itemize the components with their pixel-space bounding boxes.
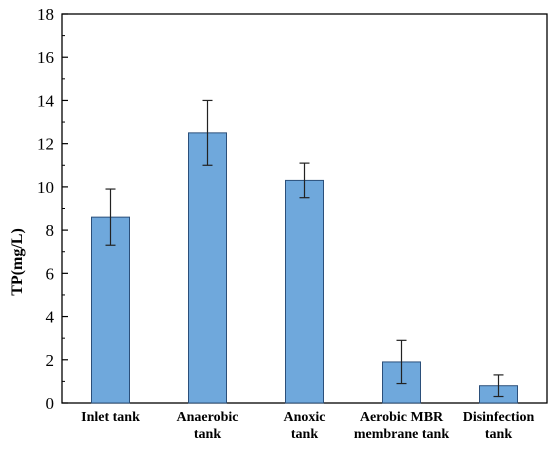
y-tick-label: 14 bbox=[37, 91, 55, 110]
x-axis-labels: Inlet tank Anaerobic tank Anoxic tank Aerobic… bbox=[81, 410, 534, 442]
x-category-label: Anaerobic tank bbox=[177, 410, 239, 442]
y-tick-label: 0 bbox=[46, 394, 55, 413]
x-category-label: Inlet tank bbox=[81, 410, 140, 425]
bar-1 bbox=[188, 132, 227, 404]
x-category-label: Aerobic MBR membrane tank bbox=[354, 410, 449, 442]
y-tick-label: 18 bbox=[37, 5, 54, 24]
y-tick-label: 16 bbox=[37, 48, 54, 67]
bar-2 bbox=[285, 179, 324, 404]
x-category-label: Anoxic tank bbox=[284, 410, 326, 442]
y-axis-title: TP(mg/L) bbox=[9, 228, 26, 296]
error-bars-group bbox=[105, 99, 504, 398]
y-tick-label: 2 bbox=[46, 351, 55, 370]
y-tick-label: 8 bbox=[46, 221, 55, 240]
y-tick-label: 10 bbox=[37, 178, 54, 197]
x-category-label: Disinfection tank bbox=[463, 410, 535, 442]
y-axis-ticks: 0 2 4 6 8 10 12 14 16 18 bbox=[37, 5, 68, 413]
y-tick-label: 12 bbox=[37, 135, 54, 154]
y-tick-label: 6 bbox=[46, 264, 55, 283]
y-tick-label: 4 bbox=[46, 308, 55, 327]
